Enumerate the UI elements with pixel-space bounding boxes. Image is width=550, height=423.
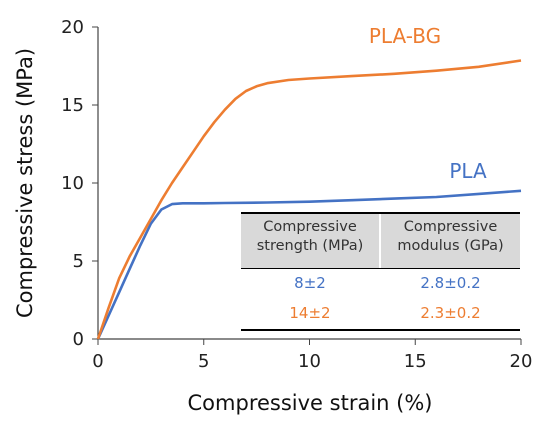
y-tick-label: 20 bbox=[61, 17, 84, 38]
x-tick-label: 20 bbox=[510, 351, 533, 372]
series-lines bbox=[96, 59, 522, 340]
series-label-pla-bg: PLA-BG bbox=[369, 24, 441, 48]
y-tick-label: 0 bbox=[73, 329, 84, 350]
y-tick-label: 15 bbox=[61, 95, 84, 116]
inset-header-modulus: Compressive modulus (GPa) bbox=[381, 214, 520, 268]
series-labels: PLA PLA-BG bbox=[369, 24, 487, 183]
inset-header-strength-line2: strength (MPa) bbox=[256, 238, 364, 254]
inset-plabg-modulus: 2.3±0.2 bbox=[420, 304, 481, 322]
axes: 0 5 10 15 20 0 5 10 15 20 bbox=[61, 17, 532, 372]
inset-header-strength: Compressive strength (MPa) bbox=[241, 214, 379, 268]
inset-header-modulus-line2: modulus (GPa) bbox=[397, 238, 504, 254]
x-tick-label: 0 bbox=[92, 351, 103, 372]
inset-header-strength-line1: Compressive bbox=[263, 219, 357, 235]
x-tick-label: 5 bbox=[198, 351, 209, 372]
x-tick-label: 10 bbox=[298, 351, 321, 372]
series-label-pla: PLA bbox=[449, 159, 487, 183]
inset-plabg-strength: 14±2 bbox=[289, 304, 331, 322]
y-tick-label: 10 bbox=[61, 173, 84, 194]
inset-pla-modulus: 2.8±0.2 bbox=[420, 274, 481, 292]
inset-table-top-rule bbox=[241, 212, 520, 214]
inset-table-header-rule bbox=[241, 268, 520, 269]
inset-table: Compressive strength (MPa) Compressive m… bbox=[241, 212, 520, 332]
series-line-pla-bg bbox=[96, 59, 522, 340]
y-tick-label: 5 bbox=[73, 251, 84, 272]
series-line-pla bbox=[96, 189, 522, 340]
inset-table-bottom-rule bbox=[241, 329, 520, 331]
x-tick-label: 15 bbox=[404, 351, 427, 372]
inset-pla-strength: 8±2 bbox=[294, 274, 326, 292]
inset-header-modulus-line1: Compressive bbox=[403, 219, 498, 235]
x-axis-title: Compressive strain (%) bbox=[188, 391, 433, 415]
y-axis-title: Compressive stress (MPa) bbox=[13, 48, 37, 318]
